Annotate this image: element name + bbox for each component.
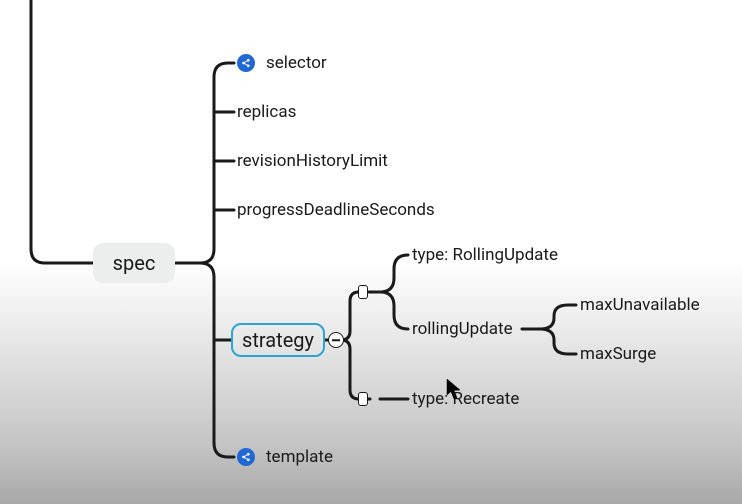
node-type-rollingupdate-label: type: RollingUpdate — [412, 245, 558, 265]
cursor-icon — [446, 378, 464, 402]
node-maxunavailable-label: maxUnavailable — [580, 295, 700, 315]
node-type-recreate[interactable]: type: Recreate — [412, 389, 519, 409]
share-icon — [237, 448, 255, 466]
node-spec[interactable]: spec — [93, 243, 175, 283]
node-replicas-label: replicas — [237, 102, 296, 122]
node-progressDeadlineSeconds-label: progressDeadlineSeconds — [237, 200, 435, 220]
node-template-label: template — [266, 447, 333, 467]
node-type-recreate-label: type: Recreate — [412, 389, 519, 409]
node-strategy-label: strategy — [242, 328, 314, 352]
node-revisionHistoryLimit[interactable]: revisionHistoryLimit — [237, 151, 388, 171]
node-type-rollingupdate[interactable]: type: RollingUpdate — [412, 245, 558, 265]
node-selector-label: selector — [266, 53, 327, 73]
collapse-toggle-icon[interactable] — [328, 332, 344, 348]
node-replicas[interactable]: replicas — [237, 102, 296, 122]
list-marker-icon[interactable] — [358, 285, 368, 299]
node-rollingupdate-label: rollingUpdate — [412, 319, 513, 339]
node-strategy[interactable]: strategy — [231, 323, 325, 357]
node-rollingupdate[interactable]: rollingUpdate — [412, 319, 513, 339]
node-selector[interactable]: selector — [266, 53, 327, 73]
node-progressDeadlineSeconds[interactable]: progressDeadlineSeconds — [237, 200, 435, 220]
node-spec-label: spec — [113, 251, 156, 275]
diagram-stage: spec selector replicas revisionHistoryLi… — [0, 0, 742, 504]
share-icon — [237, 54, 255, 72]
node-revisionHistoryLimit-label: revisionHistoryLimit — [237, 151, 388, 171]
node-maxsurge-label: maxSurge — [580, 344, 656, 364]
list-marker-icon[interactable] — [358, 392, 368, 406]
node-maxunavailable[interactable]: maxUnavailable — [580, 295, 700, 315]
node-template[interactable]: template — [266, 447, 333, 467]
node-maxsurge[interactable]: maxSurge — [580, 344, 656, 364]
